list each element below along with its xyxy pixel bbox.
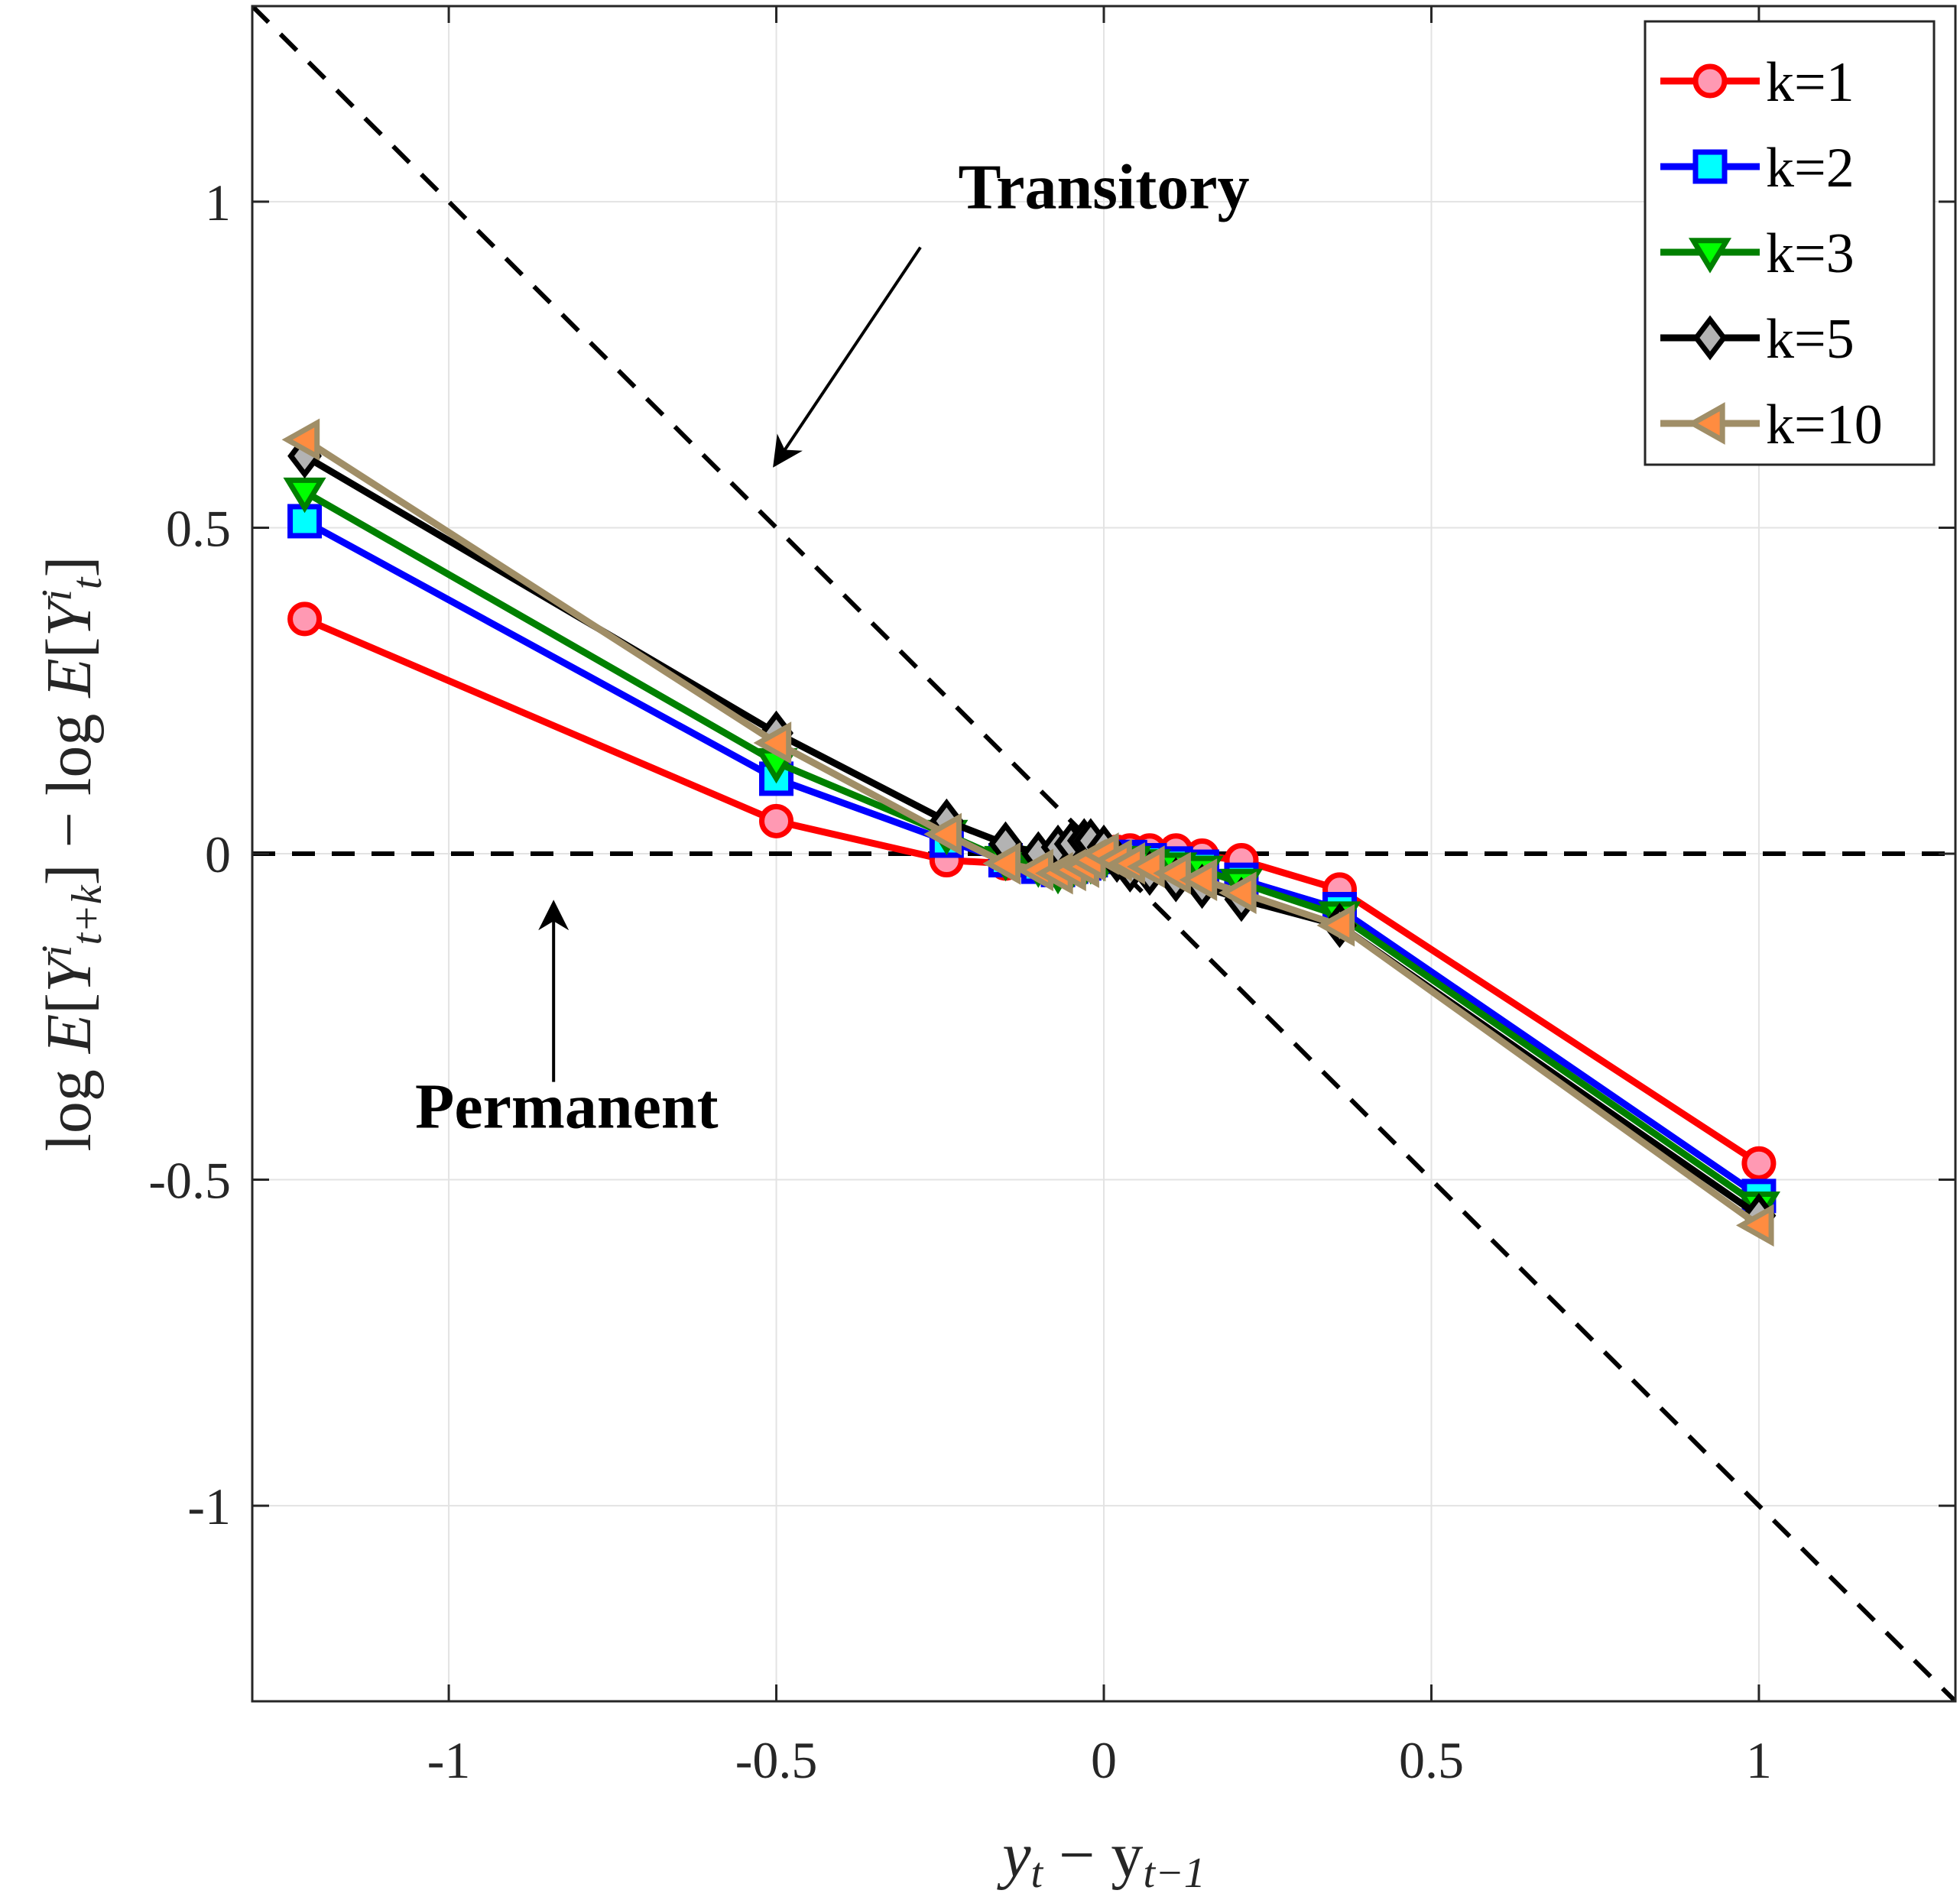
axis-label-part: t−1 — [1143, 1850, 1205, 1897]
axis-ticks: -1 -0.5 0 0.5 1 -1 -0.5 0 0.5 1 — [148, 6, 1955, 1789]
legend-marker-k2 — [1692, 149, 1728, 184]
data-point-k3 — [283, 477, 326, 514]
data-point-k10 — [1153, 851, 1191, 895]
data-point-k1 — [1741, 1146, 1777, 1181]
x-tick-label: 0.5 — [1399, 1731, 1464, 1789]
axis-label-part: t+k — [63, 884, 111, 945]
legend-marker-k3 — [1688, 238, 1732, 274]
data-point-k10 — [753, 721, 792, 764]
axis-label-part: Y — [34, 595, 105, 637]
axis-label-part: ] — [34, 556, 105, 578]
legend-label-k5: k=5 — [1766, 308, 1855, 371]
x-tick-label: 0 — [1091, 1731, 1117, 1789]
data-point-k10 — [1179, 858, 1218, 901]
legend-label-k10: k=10 — [1766, 394, 1883, 456]
series-layer — [281, 418, 1780, 1247]
legend-marker-k5 — [1692, 315, 1728, 361]
x-tick-label: -0.5 — [735, 1731, 818, 1789]
data-point-k10 — [982, 841, 1021, 885]
annotation-transitory: Transitory — [958, 151, 1249, 222]
legend-marker-k1 — [1692, 63, 1728, 99]
annotation-permanent: Permanent — [415, 1071, 719, 1142]
data-point-k10 — [1127, 845, 1165, 888]
y-axis-label: log E[Yit+k] − log E[Yit] — [34, 556, 111, 1152]
axis-label-part: y — [996, 1820, 1031, 1891]
annotation-arrow-transitory — [773, 246, 922, 468]
axis-label-part: E — [34, 658, 105, 698]
data-point-k1 — [759, 803, 794, 838]
x-tick-label: -1 — [427, 1731, 471, 1789]
axis-label-part: ] − log — [34, 698, 105, 886]
legend-label-k2: k=2 — [1766, 137, 1855, 199]
data-point-k10 — [923, 812, 962, 856]
legend-label-k1: k=1 — [1766, 51, 1855, 114]
legend: k=1 k=2 k=3 k=5 k=10 — [1644, 20, 1936, 466]
x-tick-label: 1 — [1746, 1731, 1772, 1789]
legend-marker-k10 — [1687, 402, 1725, 445]
data-point-k1 — [287, 601, 323, 637]
axis-label-part: Y — [34, 951, 105, 993]
y-tick-label: -0.5 — [148, 1152, 231, 1210]
axis-label-part: log — [34, 1053, 105, 1151]
x-axis-label: yt − yt−1 — [996, 1820, 1206, 1897]
legend-label-k3: k=3 — [1766, 222, 1855, 285]
y-tick-label: 0.5 — [166, 499, 231, 557]
data-point-k10 — [1735, 1204, 1774, 1247]
annotations: Transitory Permanent — [415, 151, 1249, 1142]
y-tick-label: 0 — [205, 825, 231, 884]
series-k10 — [281, 418, 1774, 1247]
axis-label-part: t — [63, 576, 111, 589]
axis-label-part: E — [34, 1014, 105, 1054]
axis-label-part: [ — [34, 993, 105, 1014]
axis-label-part: t — [1031, 1850, 1044, 1897]
data-point-k10 — [1219, 871, 1257, 915]
axis-label-part: i — [34, 589, 81, 601]
axis-label-part: i — [34, 945, 81, 958]
y-tick-label: 1 — [205, 173, 231, 232]
axis-label-part: [ — [34, 637, 105, 658]
data-point-k10 — [281, 418, 320, 462]
axis-label-part: − y — [1043, 1820, 1143, 1891]
y-tick-label: -1 — [187, 1477, 231, 1535]
data-point-k10 — [1316, 904, 1355, 947]
